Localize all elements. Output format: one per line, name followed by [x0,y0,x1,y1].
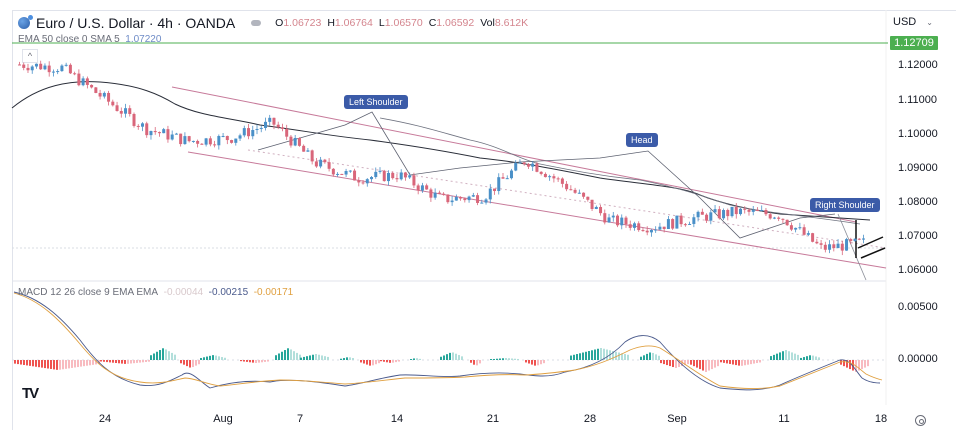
price-tick: 1.12000 [898,59,938,71]
macd-line [13,291,881,391]
open-label: O [275,17,284,29]
close-value: 1.06592 [436,17,475,29]
ema-legend[interactable]: EMA 50 close 0 SMA 5 1.07220 [18,34,161,45]
time-tick: 18 [874,413,888,425]
low-value: 1.06570 [384,17,423,29]
time-tick: 24 [98,413,112,425]
macd-value: -0.00215 [208,287,249,298]
current-level-tag: 1.12709 [890,36,938,50]
tradingview-logo[interactable]: TV [22,385,39,402]
macd-tick: 0.00500 [898,301,938,313]
price-tick: 1.06000 [898,264,938,276]
chart-header: Euro / U.S. Dollar · 4h · OANDA O1.06723… [18,14,528,32]
time-tick: 11 [778,413,790,425]
macd-label: MACD 12 26 close 9 EMA EMA [18,287,159,298]
ema-line [11,81,871,221]
time-tick: 7 [296,413,304,425]
high-value: 1.06764 [334,17,373,29]
left-shoulder-label[interactable]: Left Shoulder [344,95,408,109]
volume-label: Vol [480,17,495,29]
settings-icon[interactable] [915,415,926,426]
flag-upper [857,236,884,249]
collapse-legend-button[interactable]: ^ [22,49,38,63]
open-value: 1.06723 [283,17,322,29]
high-label: H [327,17,335,29]
macd-legend[interactable]: MACD 12 26 close 9 EMA EMA -0.00044 -0.0… [18,287,293,298]
macd-signal-value: -0.00171 [253,287,294,298]
head-label[interactable]: Head [626,133,658,147]
currency-selector[interactable]: USD ⌄ [893,16,933,28]
candles-group [18,60,865,256]
symbol-title[interactable]: Euro / U.S. Dollar · 4h · OANDA [36,15,236,31]
chevron-down-icon: ⌄ [926,17,933,27]
right-shoulder-label[interactable]: Right Shoulder [810,198,880,212]
channel-upper [171,86,857,223]
time-tick: 14 [390,413,404,425]
chart-frame [12,10,956,430]
signal-line [13,292,883,390]
price-tick: 1.10000 [898,128,938,140]
channel-lower [187,151,887,269]
price-tick: 1.11000 [898,94,937,106]
time-tick: Sep [667,413,687,425]
time-tick: 28 [583,413,597,425]
price-tick: 1.09000 [898,162,938,174]
close-label: C [428,17,437,29]
time-tick: Aug [213,413,233,425]
macd-hist-value: -0.00044 [163,287,204,298]
macd-tick: 0.00000 [898,353,938,365]
status-dot-icon [251,20,262,26]
time-tick: 21 [486,413,500,425]
price-tick: 1.08000 [898,196,938,208]
low-label: L [378,17,385,29]
currency-pair-icon [18,15,33,29]
flag-lower [860,247,886,259]
currency-label: USD [893,16,917,28]
macd-histogram [14,348,869,372]
ema-label: EMA 50 close 0 SMA 5 [18,34,120,45]
price-tick: 1.07000 [898,230,938,242]
ema-value: 1.07220 [125,34,162,45]
head-shoulders-outline [257,111,836,239]
volume-value: 8.612K [494,17,529,29]
ohlc-values: O1.06723 H1.06764 L1.06570 C1.06592 Vol8… [275,17,528,29]
